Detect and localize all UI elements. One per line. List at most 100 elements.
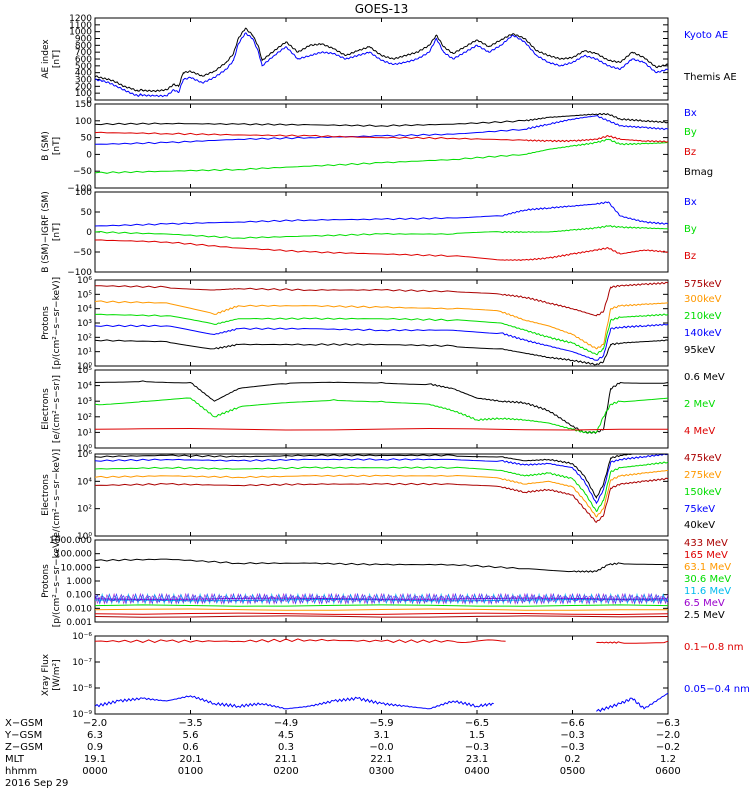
y-tick-label: 10⁵ — [77, 366, 92, 376]
series-line-bz — [94, 131, 669, 143]
series-line-bz — [94, 239, 669, 261]
series-line-40kev — [94, 453, 668, 499]
y-tick-label: −100 — [67, 184, 92, 194]
series-line-0-1-0-8-nm — [94, 638, 506, 644]
series-line-0-6-mev — [94, 380, 669, 434]
y-tick-label: 10⁰ — [77, 362, 92, 372]
y-tick-label: 10⁴ — [77, 477, 92, 487]
y-tick-label: 10⁰ — [77, 444, 92, 454]
legend-label: 4 MeV — [684, 426, 715, 437]
panel-frame — [94, 191, 669, 273]
axis-row-value: −0.3 — [560, 730, 584, 741]
axis-row-value: 0.6 — [183, 742, 199, 753]
y-tick-label: −50 — [73, 248, 92, 258]
axis-row-value: 19.1 — [84, 754, 106, 765]
y-tick-label: 200 — [75, 82, 92, 92]
y-axis-label: [nT] — [52, 50, 62, 68]
axis-row-value: 20.1 — [179, 754, 201, 765]
legend-label: 2 MeV — [684, 399, 715, 410]
y-axis-label: [nT] — [52, 137, 62, 155]
y-tick-label: 100 — [75, 188, 92, 198]
panel-frame — [94, 279, 669, 367]
y-tick-label: 10⁻⁸ — [72, 684, 92, 694]
legend-label: 2.5 MeV — [684, 610, 725, 621]
y-axis-label: [nT] — [52, 223, 62, 241]
legend-label: 0.05−0.4 nm — [684, 684, 750, 695]
legend-label: 6.5 MeV — [684, 598, 725, 609]
y-tick-label: 10⁰ — [77, 532, 92, 542]
axis-row-label: Z−GSM — [5, 742, 43, 753]
y-axis-label: Protons — [41, 306, 51, 340]
axis-row-value: 4.5 — [278, 730, 294, 741]
y-tick-label: 10³ — [77, 319, 92, 329]
y-tick-label: 100 — [75, 89, 92, 99]
series-line-475kev — [94, 477, 669, 523]
y-tick-label: 0.010 — [66, 604, 92, 614]
legend-label: 40keV — [684, 520, 715, 531]
axis-row-label: Y−GSM — [4, 730, 42, 741]
legend-label: 433 MeV — [684, 538, 728, 549]
axis-row-value: 22.1 — [370, 754, 392, 765]
series-line-by — [94, 138, 668, 174]
series-line-kyoto-ae — [94, 32, 669, 98]
noise-trace — [94, 592, 669, 605]
legend-label: 11.6 MeV — [684, 586, 731, 597]
y-tick-label: 10¹ — [77, 348, 92, 358]
legend-label: Themis AE — [683, 72, 737, 83]
legend-label: 63.1 MeV — [684, 562, 731, 573]
series-line-300kev — [94, 300, 669, 350]
y-tick-label: 600 — [75, 55, 92, 65]
legend-label: 140keV — [684, 328, 722, 339]
y-tick-label: 400 — [75, 69, 92, 79]
axis-row-value: −4.9 — [274, 718, 298, 729]
axis-row-value: 1.2 — [660, 754, 676, 765]
chart-title: GOES-13 — [355, 2, 409, 16]
panel-frame — [94, 453, 669, 537]
y-tick-label: 1.000 — [66, 577, 92, 587]
legend-label: Kyoto AE — [684, 30, 728, 41]
axis-row-value: 0300 — [369, 766, 394, 777]
axis-row-value: 0400 — [464, 766, 489, 777]
y-tick-label: 0 — [86, 228, 92, 238]
axis-row-value: 6.3 — [87, 730, 103, 741]
axis-row-value: −2.0 — [83, 718, 107, 729]
series-line-0-1-0-8-nm — [596, 640, 669, 644]
axis-row-value: 21.1 — [275, 754, 297, 765]
y-tick-label: 700 — [75, 48, 92, 58]
y-tick-label: 50 — [81, 134, 93, 144]
legend-label: Bz — [684, 251, 696, 262]
y-tick-label: 500 — [75, 62, 92, 72]
axis-row-value: 0000 — [82, 766, 107, 777]
y-tick-label: 10⁻⁷ — [72, 658, 92, 668]
axis-row-value: 3.1 — [374, 730, 390, 741]
series-line-140kev — [94, 323, 669, 361]
series-line-30-6-mev — [94, 604, 669, 607]
series-line-bx — [94, 114, 669, 145]
axis-row-value: 0.9 — [87, 742, 103, 753]
panel-frame — [94, 369, 669, 449]
series-line-bmag — [94, 113, 669, 127]
y-axis-label: [p/(cm²−s−sr−keV)] — [52, 277, 62, 369]
legend-label: 475keV — [684, 453, 722, 464]
series-line-433-mev — [94, 615, 669, 618]
axis-row-value: 5.6 — [183, 730, 199, 741]
y-tick-label: 50 — [81, 208, 93, 218]
y-tick-label: 150 — [75, 100, 92, 110]
legend-label: 150keV — [684, 487, 722, 498]
y-tick-label: 10³ — [77, 397, 92, 407]
y-axis-label: AE index — [41, 39, 51, 79]
y-tick-label: 1100 — [69, 21, 92, 31]
y-axis-label: Electrons — [41, 474, 51, 516]
y-tick-label: 0 — [86, 96, 92, 106]
series-line-by — [94, 225, 669, 239]
legend-label: 0.6 MeV — [684, 372, 725, 383]
axis-row-value: 0.3 — [278, 742, 294, 753]
y-tick-label: 100.000 — [55, 550, 92, 560]
panel-frame — [94, 17, 669, 101]
y-axis-label: [W/m²] — [52, 659, 62, 690]
y-tick-label: 10⁴ — [77, 305, 92, 315]
y-tick-label: −50 — [73, 167, 92, 177]
legend-label: By — [684, 224, 697, 235]
axis-row-value: −5.9 — [369, 718, 393, 729]
